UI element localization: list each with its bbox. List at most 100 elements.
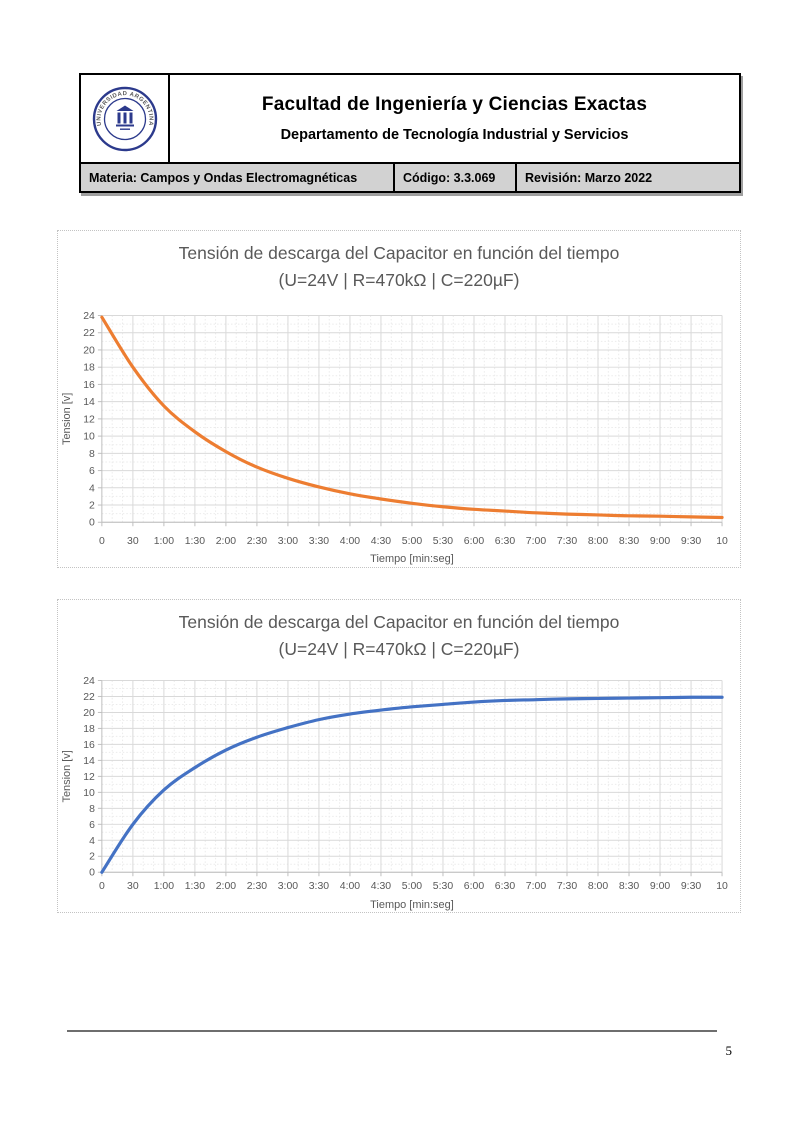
svg-text:5:00: 5:00 bbox=[402, 536, 423, 547]
svg-text:3:00: 3:00 bbox=[278, 536, 299, 547]
svg-text:6:00: 6:00 bbox=[464, 536, 485, 547]
svg-text:8:00: 8:00 bbox=[588, 536, 609, 547]
minor-gridlines bbox=[101, 315, 723, 523]
svg-text:8:00: 8:00 bbox=[588, 881, 609, 892]
svg-text:7:30: 7:30 bbox=[557, 881, 578, 892]
svg-text:14: 14 bbox=[83, 397, 95, 408]
svg-text:4:30: 4:30 bbox=[371, 881, 392, 892]
svg-text:6: 6 bbox=[89, 466, 95, 477]
codigo-cell: Código: 3.3.069 bbox=[393, 164, 515, 191]
svg-text:3:00: 3:00 bbox=[278, 881, 299, 892]
svg-text:30: 30 bbox=[127, 881, 139, 892]
svg-text:10: 10 bbox=[716, 536, 728, 547]
svg-text:20: 20 bbox=[83, 345, 95, 356]
svg-text:7:30: 7:30 bbox=[557, 536, 578, 547]
svg-text:20: 20 bbox=[83, 708, 95, 719]
university-seal-icon: UNIVERSIDAD ARGENTINA DE LA EMPRESA bbox=[90, 84, 157, 151]
svg-text:2:00: 2:00 bbox=[216, 536, 237, 547]
svg-text:5:00: 5:00 bbox=[402, 881, 423, 892]
svg-text:2: 2 bbox=[89, 852, 95, 863]
page-number: 5 bbox=[725, 1043, 733, 1058]
x-axis-title: Tiempo [min:seg] bbox=[370, 899, 454, 911]
svg-text:5:30: 5:30 bbox=[433, 536, 454, 547]
svg-text:9:30: 9:30 bbox=[681, 536, 702, 547]
svg-text:0: 0 bbox=[99, 536, 105, 547]
svg-text:1:00: 1:00 bbox=[154, 536, 175, 547]
svg-text:7:00: 7:00 bbox=[526, 881, 547, 892]
svg-text:3:30: 3:30 bbox=[309, 536, 330, 547]
charge-chart-card: Tensión de descarga del Capacitor en fun… bbox=[57, 599, 741, 913]
svg-text:9:30: 9:30 bbox=[681, 881, 702, 892]
svg-text:22: 22 bbox=[83, 328, 95, 339]
svg-text:4:30: 4:30 bbox=[371, 536, 392, 547]
svg-text:24: 24 bbox=[83, 311, 95, 322]
svg-text:10: 10 bbox=[83, 432, 95, 443]
discharge-chart-title: Tensión de descarga del Capacitor en fun… bbox=[178, 243, 620, 263]
seal-ring-text: UNIVERSIDAD ARGENTINA DE LA EMPRESA bbox=[90, 84, 153, 127]
svg-text:9:00: 9:00 bbox=[650, 536, 671, 547]
discharge-chart-card: Tensión de descarga del Capacitor en fun… bbox=[57, 230, 741, 568]
seal-temple-glyph bbox=[115, 105, 134, 130]
svg-text:8: 8 bbox=[89, 804, 95, 815]
svg-text:18: 18 bbox=[83, 724, 95, 735]
svg-text:3:30: 3:30 bbox=[309, 881, 330, 892]
axes bbox=[97, 315, 723, 527]
svg-text:1:00: 1:00 bbox=[154, 881, 175, 892]
footer-divider bbox=[67, 1030, 717, 1032]
svg-text:8:30: 8:30 bbox=[619, 536, 640, 547]
svg-text:12: 12 bbox=[83, 414, 95, 425]
svg-text:16: 16 bbox=[83, 380, 95, 391]
header-meta-row: Materia: Campos y Ondas Electromagnética… bbox=[81, 162, 739, 191]
department-subtitle: Departamento de Tecnología Industrial y … bbox=[280, 127, 629, 143]
major-gridlines bbox=[101, 315, 723, 523]
svg-text:4:00: 4:00 bbox=[340, 536, 361, 547]
svg-text:10: 10 bbox=[83, 788, 95, 799]
svg-text:16: 16 bbox=[83, 740, 95, 751]
svg-text:10: 10 bbox=[716, 881, 728, 892]
major-gridlines bbox=[101, 679, 723, 873]
axes bbox=[97, 679, 723, 877]
svg-text:24: 24 bbox=[83, 676, 95, 687]
series-line bbox=[100, 315, 724, 520]
revision-cell: Revisión: Marzo 2022 bbox=[515, 164, 739, 191]
svg-text:6: 6 bbox=[89, 820, 95, 831]
faculty-title: Facultad de Ingeniería y Ciencias Exacta… bbox=[261, 94, 648, 115]
svg-text:0: 0 bbox=[89, 868, 95, 879]
logo-cell: UNIVERSIDAD ARGENTINA DE LA EMPRESA bbox=[81, 75, 170, 162]
y-axis-title: Tension [v] bbox=[61, 750, 73, 802]
svg-text:6:30: 6:30 bbox=[495, 881, 516, 892]
svg-text:2:30: 2:30 bbox=[247, 536, 268, 547]
x-axis-title: Tiempo [min:seg] bbox=[370, 553, 454, 565]
svg-text:8:30: 8:30 bbox=[619, 881, 640, 892]
svg-text:1:30: 1:30 bbox=[185, 536, 206, 547]
svg-text:7:00: 7:00 bbox=[526, 536, 547, 547]
title-cell: Facultad de Ingeniería y Ciencias Exacta… bbox=[170, 75, 739, 162]
svg-text:0: 0 bbox=[99, 881, 105, 892]
materia-cell: Materia: Campos y Ondas Electromagnética… bbox=[89, 170, 358, 185]
svg-text:1:30: 1:30 bbox=[185, 881, 206, 892]
svg-text:4: 4 bbox=[89, 836, 95, 847]
svg-text:2:00: 2:00 bbox=[216, 881, 237, 892]
svg-text:9:00: 9:00 bbox=[650, 881, 671, 892]
svg-text:6:00: 6:00 bbox=[464, 881, 485, 892]
svg-text:14: 14 bbox=[83, 756, 95, 767]
svg-text:5:30: 5:30 bbox=[433, 881, 454, 892]
svg-text:2: 2 bbox=[89, 501, 95, 512]
svg-text:0: 0 bbox=[89, 518, 95, 529]
header-table: UNIVERSIDAD ARGENTINA DE LA EMPRESA Facu… bbox=[79, 73, 741, 193]
svg-text:18: 18 bbox=[83, 363, 95, 374]
charge-chart-title: Tensión de descarga del Capacitor en fun… bbox=[178, 612, 620, 632]
svg-text:6:30: 6:30 bbox=[495, 536, 516, 547]
svg-text:4: 4 bbox=[89, 483, 95, 494]
svg-text:UNIVERSIDAD ARGENTINA DE LA EM: UNIVERSIDAD ARGENTINA DE LA EMPRESA bbox=[90, 84, 154, 127]
svg-text:12: 12 bbox=[83, 772, 95, 783]
svg-text:30: 30 bbox=[127, 536, 139, 547]
discharge-chart-subtitle: (U=24V | R=470kΩ | C=220µF) bbox=[278, 270, 520, 290]
svg-text:8: 8 bbox=[89, 449, 95, 460]
svg-text:4:00: 4:00 bbox=[340, 881, 361, 892]
